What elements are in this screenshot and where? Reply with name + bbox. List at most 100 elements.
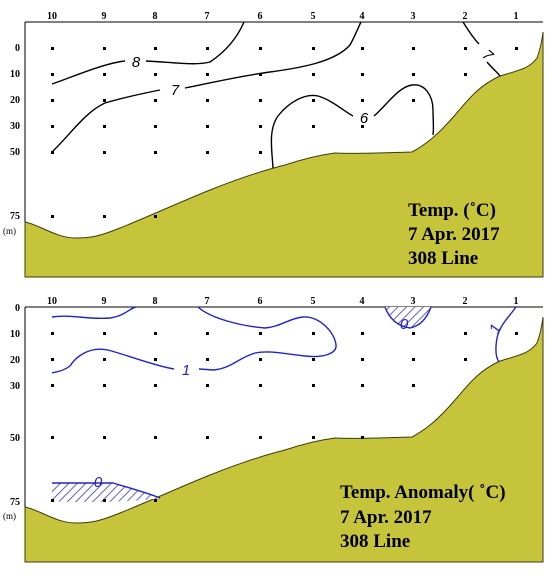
anom-info-line: 308 Line (340, 531, 410, 552)
temp-depth-tick: 75 (10, 211, 20, 222)
temp-station-tick: 10 (47, 11, 57, 22)
anom-station-axis: 10 9 8 7 6 5 4 3 2 1 (47, 296, 519, 307)
sample-point (259, 436, 262, 439)
sample-point (412, 99, 415, 102)
anom-station-tick: 6 (258, 296, 263, 307)
sample-point (412, 73, 415, 76)
temp-contours (51, 21, 501, 169)
sample-point (103, 358, 106, 361)
sample-point (103, 99, 106, 102)
sample-point (464, 73, 467, 76)
sample-point (51, 47, 54, 50)
sample-point (51, 384, 54, 387)
temp-depth-tick: 0 (15, 43, 20, 54)
sample-point (361, 332, 364, 335)
sample-point (515, 47, 518, 50)
sample-point (103, 47, 106, 50)
anom-contour-0-bottom (52, 482, 161, 499)
temp-frame (24, 21, 543, 222)
sample-point (361, 125, 364, 128)
temp-depth-unit: (m) (3, 226, 16, 236)
sample-point (51, 73, 54, 76)
anom-info: Temp. Anomaly( ˚C) 7 Apr. 2017 308 Line (340, 482, 506, 552)
sample-point (51, 99, 54, 102)
sample-point (412, 47, 415, 50)
sample-point (361, 73, 364, 76)
sample-point (259, 125, 262, 128)
temp-depth-tick: 20 (10, 95, 20, 106)
sample-point (154, 73, 157, 76)
anom-station-tick: 7 (205, 296, 210, 307)
anom-depth-tick: 20 (10, 355, 20, 366)
sample-point (51, 358, 54, 361)
sample-point (154, 151, 157, 154)
sample-point (312, 99, 315, 102)
anom-depth-tick: 50 (10, 433, 20, 444)
sample-point (312, 436, 315, 439)
anom-sample-dots (51, 332, 518, 502)
sample-point (206, 73, 209, 76)
temp-station-tick: 6 (258, 11, 263, 22)
temp-contour-7-coastal (462, 21, 501, 77)
sample-point (103, 125, 106, 128)
sample-point (206, 436, 209, 439)
sample-point (103, 436, 106, 439)
anom-station-tick: 4 (360, 296, 365, 307)
temp-station-axis: 10 9 8 7 6 5 4 3 2 1 (47, 11, 519, 22)
sample-point (259, 47, 262, 50)
temperature-panel: 10 9 8 7 6 5 4 3 2 1 0 10 20 30 50 75 (m… (3, 11, 544, 278)
sample-point (206, 125, 209, 128)
temp-depth-tick: 30 (10, 121, 20, 132)
sample-point (312, 384, 315, 387)
sample-point (51, 499, 54, 502)
sample-point (361, 99, 364, 102)
anomaly-panel: 10 9 8 7 6 5 4 3 2 1 0 10 20 30 50 75 (m… (3, 296, 544, 563)
sample-point (154, 436, 157, 439)
sample-point (103, 384, 106, 387)
temp-depth-tick: 50 (10, 147, 20, 158)
temp-contour-8 (51, 21, 245, 85)
anom-station-tick: 3 (411, 296, 416, 307)
sample-point (412, 384, 415, 387)
sample-point (412, 332, 415, 335)
anom-info-title: Temp. Anomaly( ˚C) (340, 482, 506, 503)
anom-depth-unit: (m) (3, 511, 16, 521)
sample-point (51, 332, 54, 335)
temp-contour-labels: 8 7 6 7 (132, 46, 497, 127)
anom-negative-region-surface (385, 307, 431, 328)
sample-point (464, 358, 467, 361)
sample-point (259, 99, 262, 102)
sample-point (206, 99, 209, 102)
temp-info: Temp. (˚C) 7 Apr. 2017 308 Line (408, 200, 500, 269)
sample-point (312, 125, 315, 128)
anom-contour-label-1: 1 (182, 362, 190, 379)
sample-point (206, 332, 209, 335)
sample-point (154, 215, 157, 218)
anom-contour-1-coastal (495, 306, 517, 363)
sample-point (464, 47, 467, 50)
sample-point (103, 151, 106, 154)
temp-contour-7 (51, 21, 362, 153)
temp-station-tick: 4 (360, 11, 365, 22)
temp-depth-tick: 10 (10, 69, 20, 80)
sample-point (103, 499, 106, 502)
sample-point (154, 99, 157, 102)
temp-station-tick: 9 (102, 11, 107, 22)
anom-contour-1-mid (51, 306, 337, 374)
temp-contour-label-6: 6 (360, 110, 369, 127)
sample-point (464, 332, 467, 335)
sample-point (51, 151, 54, 154)
anom-negative-region-bottom (52, 483, 160, 502)
temp-station-tick: 8 (153, 11, 158, 22)
sample-point (206, 47, 209, 50)
sample-point (361, 436, 364, 439)
anom-contours (51, 306, 517, 499)
sample-point (312, 73, 315, 76)
anom-contour-0-surface (384, 306, 432, 329)
sample-point (259, 384, 262, 387)
temp-info-title: Temp. (˚C) (408, 200, 496, 221)
sample-point (154, 358, 157, 361)
sample-point (206, 151, 209, 154)
temp-station-tick: 5 (311, 11, 316, 22)
